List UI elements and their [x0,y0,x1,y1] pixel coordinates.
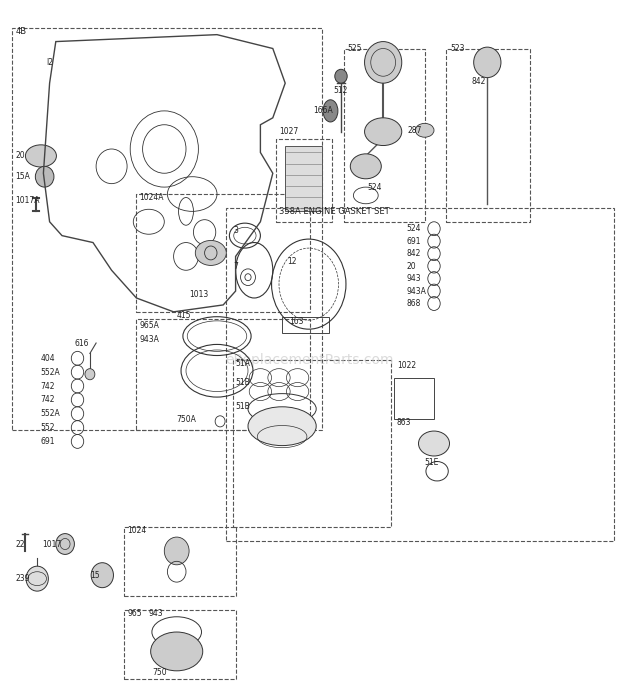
Text: 1022: 1022 [397,362,416,370]
Text: 616: 616 [74,339,89,347]
Ellipse shape [365,118,402,146]
Circle shape [164,537,189,565]
Circle shape [365,42,402,83]
Bar [285,146,322,211]
Text: I2: I2 [46,58,53,67]
Bar [124,610,236,679]
Text: 1017: 1017 [42,540,61,548]
Text: 552A: 552A [40,410,60,418]
Text: 842: 842 [406,249,420,258]
Bar [226,208,614,541]
Text: 7: 7 [233,263,238,271]
Text: 943: 943 [406,274,421,283]
Text: 12: 12 [287,258,296,266]
Text: 20: 20 [406,262,416,270]
Text: 691: 691 [406,237,420,245]
Text: 863: 863 [397,419,411,427]
Text: 358A ENGINE GASKET SET: 358A ENGINE GASKET SET [279,207,389,216]
Bar [446,49,530,222]
Text: 22: 22 [16,540,25,548]
Text: 4B: 4B [16,27,27,35]
Text: 842: 842 [471,78,485,86]
Text: 415: 415 [177,311,191,319]
Ellipse shape [418,431,449,456]
Ellipse shape [415,123,434,137]
Ellipse shape [195,240,226,265]
Text: 552A: 552A [40,368,60,376]
Text: 3: 3 [233,226,238,234]
Ellipse shape [323,100,338,122]
Text: 524: 524 [406,225,420,233]
Text: 51B: 51B [236,403,250,411]
Bar [282,317,329,333]
Bar [344,49,425,222]
Text: 51B: 51B [236,378,250,387]
Text: 552: 552 [40,423,55,432]
Text: 1013: 1013 [189,290,208,299]
Bar [136,194,310,312]
Text: 287: 287 [407,126,422,134]
Circle shape [474,47,501,78]
Ellipse shape [151,632,203,671]
Text: 1027: 1027 [279,128,298,136]
Text: 965A: 965A [140,322,159,330]
Bar [136,319,310,430]
Text: 524: 524 [368,183,382,191]
Circle shape [26,566,48,591]
Text: 20: 20 [16,152,25,160]
Text: 239: 239 [16,574,30,583]
Bar [394,378,434,419]
Bar [232,360,391,527]
Circle shape [335,69,347,83]
Text: 404: 404 [40,354,55,362]
Ellipse shape [350,154,381,179]
Text: 523: 523 [450,44,464,53]
Text: 750A: 750A [177,415,197,423]
Text: 943: 943 [149,609,164,617]
Text: 51A: 51A [236,360,250,368]
Text: 750: 750 [152,668,167,676]
Circle shape [91,563,113,588]
Bar [12,28,322,430]
Bar [124,527,236,596]
Text: 163: 163 [290,317,304,326]
Text: 691: 691 [40,437,55,446]
Text: 943A: 943A [406,287,426,295]
Text: 51E: 51E [425,459,439,467]
Text: 166A: 166A [313,107,333,115]
Text: 742: 742 [40,396,55,404]
Text: 1024: 1024 [127,526,146,534]
Text: 15: 15 [90,571,100,579]
Text: 1017A: 1017A [16,197,40,205]
Circle shape [85,369,95,380]
Text: 512: 512 [333,86,347,94]
Circle shape [56,534,74,554]
Ellipse shape [248,407,316,446]
Circle shape [35,166,54,187]
Text: 742: 742 [40,382,55,390]
Text: 943A: 943A [140,335,159,344]
Text: 1024A: 1024A [140,193,164,202]
Text: eReplacementParts.com: eReplacementParts.com [226,353,394,367]
Text: 965: 965 [127,609,142,617]
Text: 525: 525 [347,44,361,53]
Text: 868: 868 [406,299,420,308]
Text: 15A: 15A [16,173,30,181]
Bar [276,139,332,222]
Ellipse shape [25,145,56,167]
